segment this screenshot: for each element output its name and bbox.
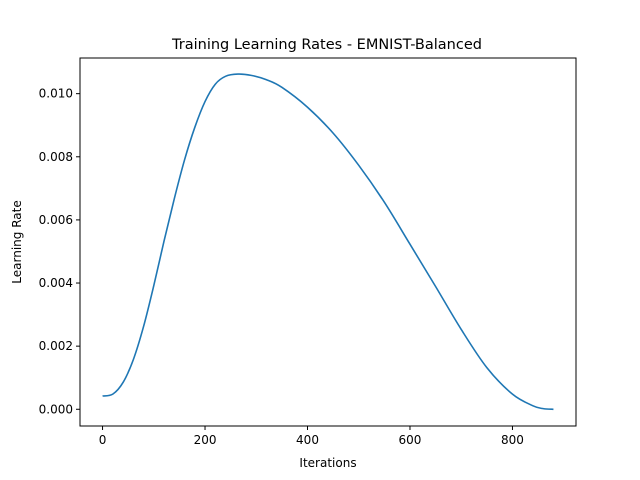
y-tick-label: 0.000	[39, 402, 73, 416]
series-line-0	[102, 73, 554, 411]
x-axis-label: Iterations	[299, 456, 356, 470]
y-tick-label: 0.010	[39, 87, 73, 101]
x-tick-label: 800	[501, 433, 524, 447]
y-axis-label: Learning Rate	[10, 200, 24, 283]
y-tick-label: 0.006	[39, 213, 73, 227]
chart-title: Training Learning Rates - EMNIST-Balance…	[171, 37, 482, 53]
x-tick-label: 200	[194, 433, 217, 447]
x-tick-label: 400	[296, 433, 319, 447]
x-axis-ticks: 0 200 400 600 800	[99, 426, 524, 447]
y-axis-ticks: 0.000 0.002 0.004 0.006 0.008 0.010	[39, 87, 80, 416]
y-tick-label: 0.004	[39, 276, 73, 290]
x-tick-label: 600	[399, 433, 422, 447]
y-tick-label: 0.008	[39, 150, 73, 164]
plot-layer	[102, 73, 554, 411]
y-tick-label: 0.002	[39, 339, 73, 353]
x-tick-label: 0	[99, 433, 107, 447]
plot-frame	[79, 57, 577, 427]
